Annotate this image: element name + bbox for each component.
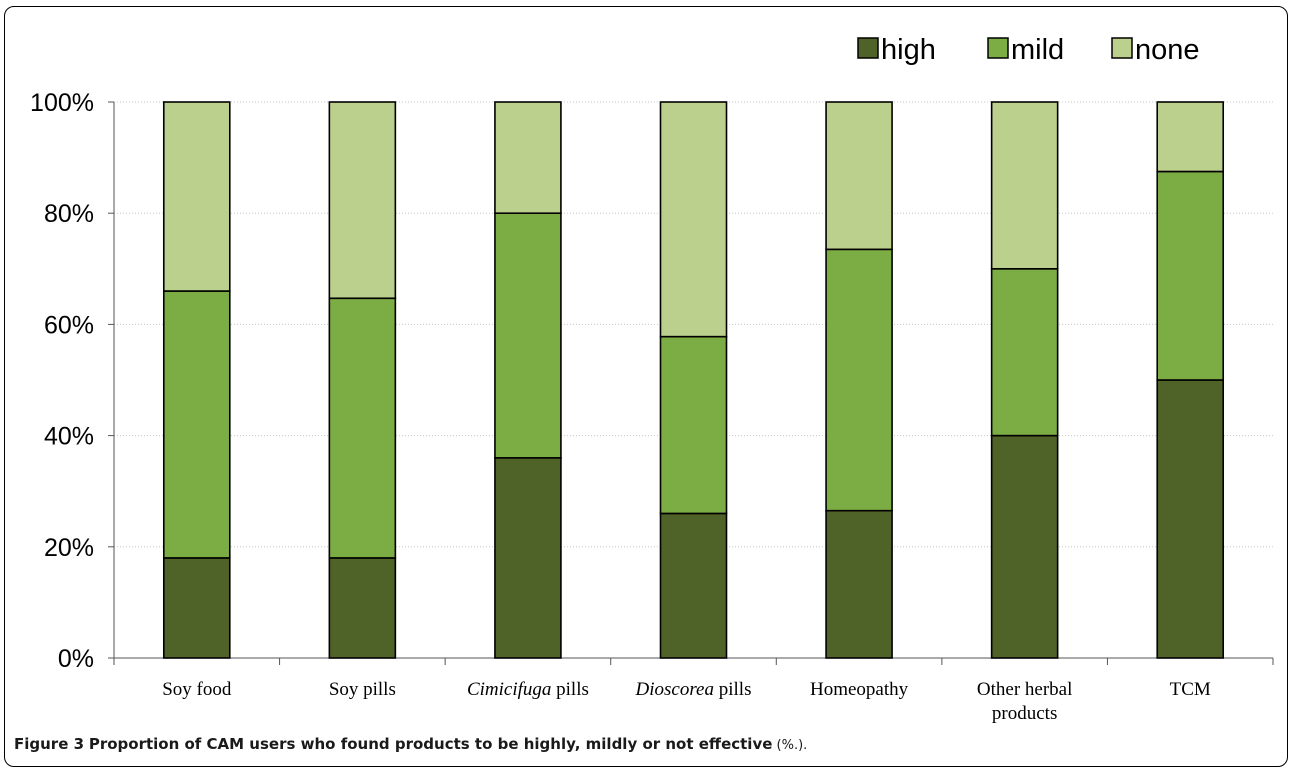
legend-swatch-none xyxy=(1111,37,1133,59)
x-category-label-line: Other herbal xyxy=(977,679,1072,700)
bar-segment-none xyxy=(825,101,893,251)
y-tick-label: 40% xyxy=(44,423,94,451)
bar-segment-mild xyxy=(990,267,1059,437)
bar-segment-high xyxy=(162,557,231,659)
y-tick-label: 60% xyxy=(44,311,94,339)
x-category-label: Cimicifuga pills xyxy=(467,679,589,700)
bar-segment-high xyxy=(494,457,562,659)
y-tick-label: 80% xyxy=(44,200,94,228)
legend-label-mild: mild xyxy=(1011,34,1064,66)
bar-segment-none xyxy=(659,101,728,338)
x-category-label: Soy food xyxy=(162,679,232,700)
bar-segment-high xyxy=(825,509,893,659)
bar-segment-mild xyxy=(494,212,562,459)
y-tick-label: 100% xyxy=(30,89,94,117)
x-category-label-part: Soy pills xyxy=(329,679,396,700)
stacked-bar-chart: 0% 20% 40% 60% 80% 100% Soy food Soy pills Cimic… xyxy=(30,34,1274,724)
x-category-label: Dioscorea pills xyxy=(635,679,752,700)
bar-segment-none xyxy=(990,101,1059,270)
caption-label: Figure 3 xyxy=(14,735,85,753)
x-category-label: Other herbal products xyxy=(977,679,1072,724)
x-category-label-part: TCM xyxy=(1170,679,1211,700)
bar-segment-high xyxy=(659,512,728,659)
x-category-label-part: pills xyxy=(714,679,751,700)
bar-segment-none xyxy=(1156,101,1225,173)
x-category-label: Homeopathy xyxy=(810,679,909,700)
bar-segment-mild xyxy=(162,290,231,559)
legend-label-none: none xyxy=(1135,34,1200,66)
caption-text: Proportion of CAM users who found produc… xyxy=(88,735,773,753)
x-category-label-part: pills xyxy=(551,679,588,700)
bar-segment-high xyxy=(990,434,1059,659)
y-tick-label: 20% xyxy=(44,534,94,562)
bar-segment-mild xyxy=(1156,170,1225,381)
x-category-label-part: Cimicifuga xyxy=(467,679,551,700)
bar-segment-high xyxy=(328,557,397,659)
x-category-label: Soy pills xyxy=(329,679,396,700)
bar-segment-none xyxy=(494,101,562,214)
bar-segment-none xyxy=(162,101,231,292)
bar-segment-mild xyxy=(328,297,397,559)
legend-swatch-mild xyxy=(987,37,1009,59)
bar-segment-high xyxy=(1156,379,1225,659)
legend-swatch-high xyxy=(857,37,879,59)
x-category-label-part: Homeopathy xyxy=(810,679,909,700)
x-category-label-part: Dioscorea xyxy=(635,679,714,700)
figure-caption: Figure 3 Proportion of CAM users who fou… xyxy=(14,735,1274,753)
legend-label-high: high xyxy=(881,34,936,66)
x-category-label-line: products xyxy=(992,703,1057,724)
bar-segment-mild xyxy=(825,248,893,512)
bar-segment-mild xyxy=(659,335,728,515)
caption-suffix: (%.). xyxy=(772,738,808,753)
bar-segment-none xyxy=(328,101,397,300)
x-category-label: TCM xyxy=(1170,679,1211,700)
y-tick-label: 0% xyxy=(58,645,94,673)
x-category-label-part: Soy food xyxy=(162,679,232,700)
